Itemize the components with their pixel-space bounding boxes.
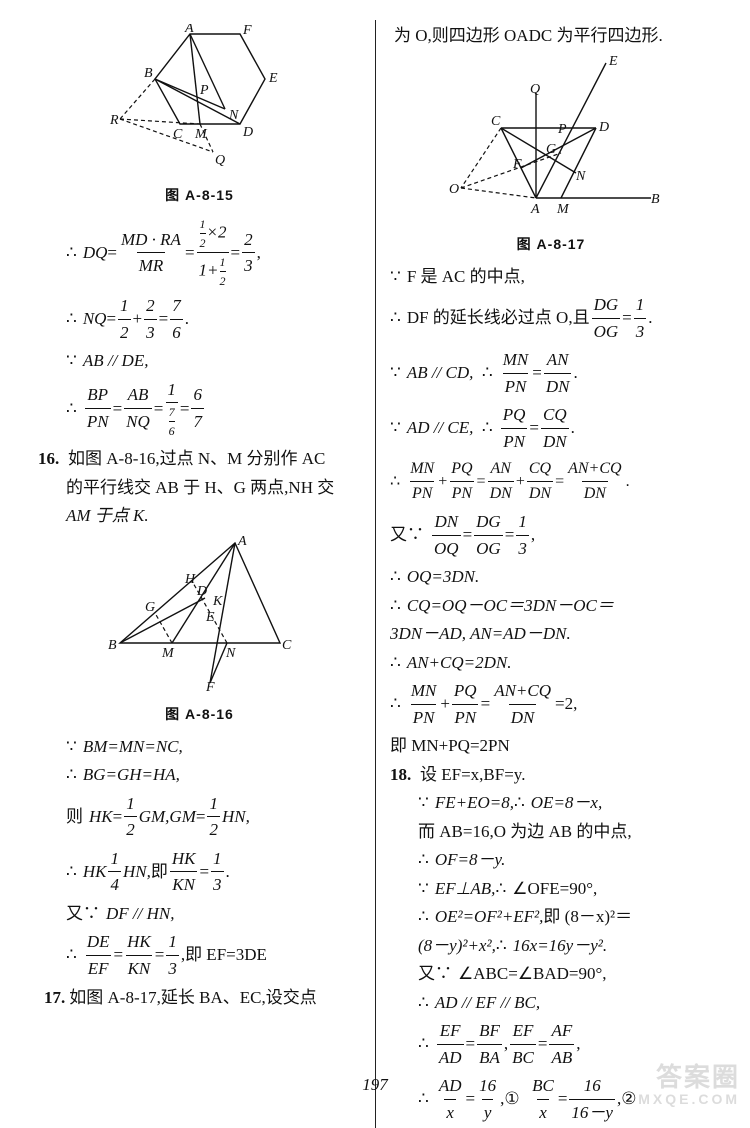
svg-text:F: F bbox=[205, 680, 215, 693]
svg-text:M: M bbox=[161, 646, 175, 661]
svg-text:D: D bbox=[598, 120, 609, 135]
r8a: ∴CQ=OQ－OC＝3DN－OC＝ bbox=[390, 593, 712, 619]
svg-text:A: A bbox=[237, 534, 247, 549]
svg-text:E: E bbox=[205, 610, 215, 625]
svg-text:Q: Q bbox=[530, 82, 540, 97]
r6: 又∵ DNOQ = DGOG = 13 , bbox=[390, 509, 712, 561]
svg-text:D: D bbox=[196, 584, 207, 599]
figure-a-8-16: A B C H D K G E M N F bbox=[38, 533, 361, 698]
r7: ∴OQ=3DN. bbox=[390, 564, 712, 590]
svg-text:C: C bbox=[491, 114, 501, 129]
figure-a-8-15: A F E D C B M N P R Q bbox=[38, 24, 361, 179]
problem-18: 18.设 EF=x,BF=y. bbox=[390, 762, 712, 788]
svg-text:B: B bbox=[651, 192, 660, 207]
problem-17: 17. 如图 A-8-17,延长 BA、EC,设交点 bbox=[38, 985, 361, 1011]
r16: ∵EF⊥AB, ∴∠OFE=90°, bbox=[390, 876, 712, 902]
svg-text:G: G bbox=[145, 600, 155, 615]
svg-text:C: C bbox=[173, 127, 183, 142]
svg-text:O: O bbox=[449, 182, 459, 197]
r2: ∴ DF 的延长线必过点 O,且 DGOG = 13 . bbox=[390, 292, 712, 344]
r13: ∵FE+EO=8, ∴OE=8－x, bbox=[390, 790, 712, 816]
svg-text:E: E bbox=[268, 71, 278, 86]
step-bp-pn: ∴ BPPN = ABNQ = 1 76 = 67 bbox=[38, 377, 361, 441]
r11: 即 MN+PQ=2PN bbox=[390, 733, 712, 759]
r14: 而 AB=16,O 为边 AB 的中点, bbox=[390, 819, 712, 845]
svg-text:G: G bbox=[546, 142, 556, 157]
figure-a-8-17: E C D Q P G F N O A M B bbox=[390, 53, 712, 228]
svg-text:B: B bbox=[108, 638, 117, 653]
svg-text:K: K bbox=[212, 594, 223, 609]
svg-text:R: R bbox=[109, 113, 119, 128]
svg-text:A: A bbox=[530, 202, 540, 217]
step-dq: ∴ DQ = MD · RAMR = 12×2 1+12 = 23 , bbox=[38, 215, 361, 290]
svg-text:A: A bbox=[184, 24, 194, 36]
r17b: (8－y)²+x², ∴16x=16y－y². bbox=[390, 933, 712, 959]
r0: 为 O,则四边形 OADC 为平行四边形. bbox=[390, 23, 712, 49]
figure-caption-a816: 图 A-8-16 bbox=[38, 704, 361, 724]
svg-text:C: C bbox=[282, 638, 292, 653]
r3: ∵ AB // CD, ∴ MNPN = ANDN . bbox=[390, 347, 712, 399]
r8b: 3DN－AD, AN=AD－DN. bbox=[390, 621, 712, 647]
step-nq: ∴ NQ= 12 + 23 = 76 . bbox=[38, 293, 361, 345]
svg-text:F: F bbox=[512, 157, 522, 172]
step-de-ef: ∴ DEEF = HKKN = 13 ,即 EF=3DE bbox=[38, 929, 361, 981]
svg-text:M: M bbox=[194, 127, 208, 142]
step-dfhn: 又∵DF // HN, bbox=[38, 901, 361, 927]
svg-text:M: M bbox=[556, 202, 570, 217]
step-hk2: ∴ HK 14 HN, 即 HKKN = 13 . bbox=[38, 846, 361, 898]
svg-text:P: P bbox=[199, 83, 209, 98]
r5: ∴ MNPN + PQPN = ANDN + CQDN = AN+CQDN . bbox=[390, 457, 712, 506]
r1: ∵F 是 AC 的中点, bbox=[390, 264, 712, 290]
svg-text:H: H bbox=[184, 572, 196, 587]
r9: ∴AN+CQ=2DN. bbox=[390, 650, 712, 676]
svg-text:B: B bbox=[144, 66, 153, 81]
step-hk1: 则 HK= 12 GM, GM= 12 HN, bbox=[38, 791, 361, 843]
svg-text:E: E bbox=[608, 54, 618, 69]
svg-text:N: N bbox=[228, 108, 239, 123]
svg-text:N: N bbox=[575, 169, 586, 184]
svg-text:F: F bbox=[242, 24, 252, 38]
svg-text:P: P bbox=[557, 122, 567, 137]
step-bg: ∴BG=GH=HA, bbox=[38, 762, 361, 788]
svg-text:Q: Q bbox=[215, 153, 225, 168]
r15: ∴OF=8－y. bbox=[390, 847, 712, 873]
r4: ∵ AD // CE, ∴ PQPN = CQDN . bbox=[390, 402, 712, 454]
figure-caption-a817: 图 A-8-17 bbox=[390, 234, 712, 254]
problem-16: 16. 如图 A-8-16,过点 N、M 分别作 AC bbox=[38, 446, 361, 472]
watermark: 答案圈 MXQE.COM bbox=[638, 1063, 740, 1107]
r18: 又∵∠ABC=∠BAD=90°, bbox=[390, 961, 712, 987]
svg-text:N: N bbox=[225, 646, 236, 661]
figure-caption-a815: 图 A-8-15 bbox=[38, 185, 361, 205]
r19: ∴AD // EF // BC, bbox=[390, 990, 712, 1016]
svg-text:D: D bbox=[242, 125, 253, 140]
r17a: ∴OE²=OF²+EF², 即 (8－x)²＝ bbox=[390, 904, 712, 930]
step-ab-de: ∵ AB // DE, bbox=[38, 348, 361, 374]
step-bm: ∵BM=MN=NC, bbox=[38, 734, 361, 760]
r10: ∴ MNPN + PQPN = AN+CQDN =2, bbox=[390, 678, 712, 730]
problem-16-line2: 的平行线交 AB 于 H、G 两点,NH 交 bbox=[38, 475, 361, 501]
problem-16-line3: AM 于点 K. bbox=[38, 503, 361, 529]
